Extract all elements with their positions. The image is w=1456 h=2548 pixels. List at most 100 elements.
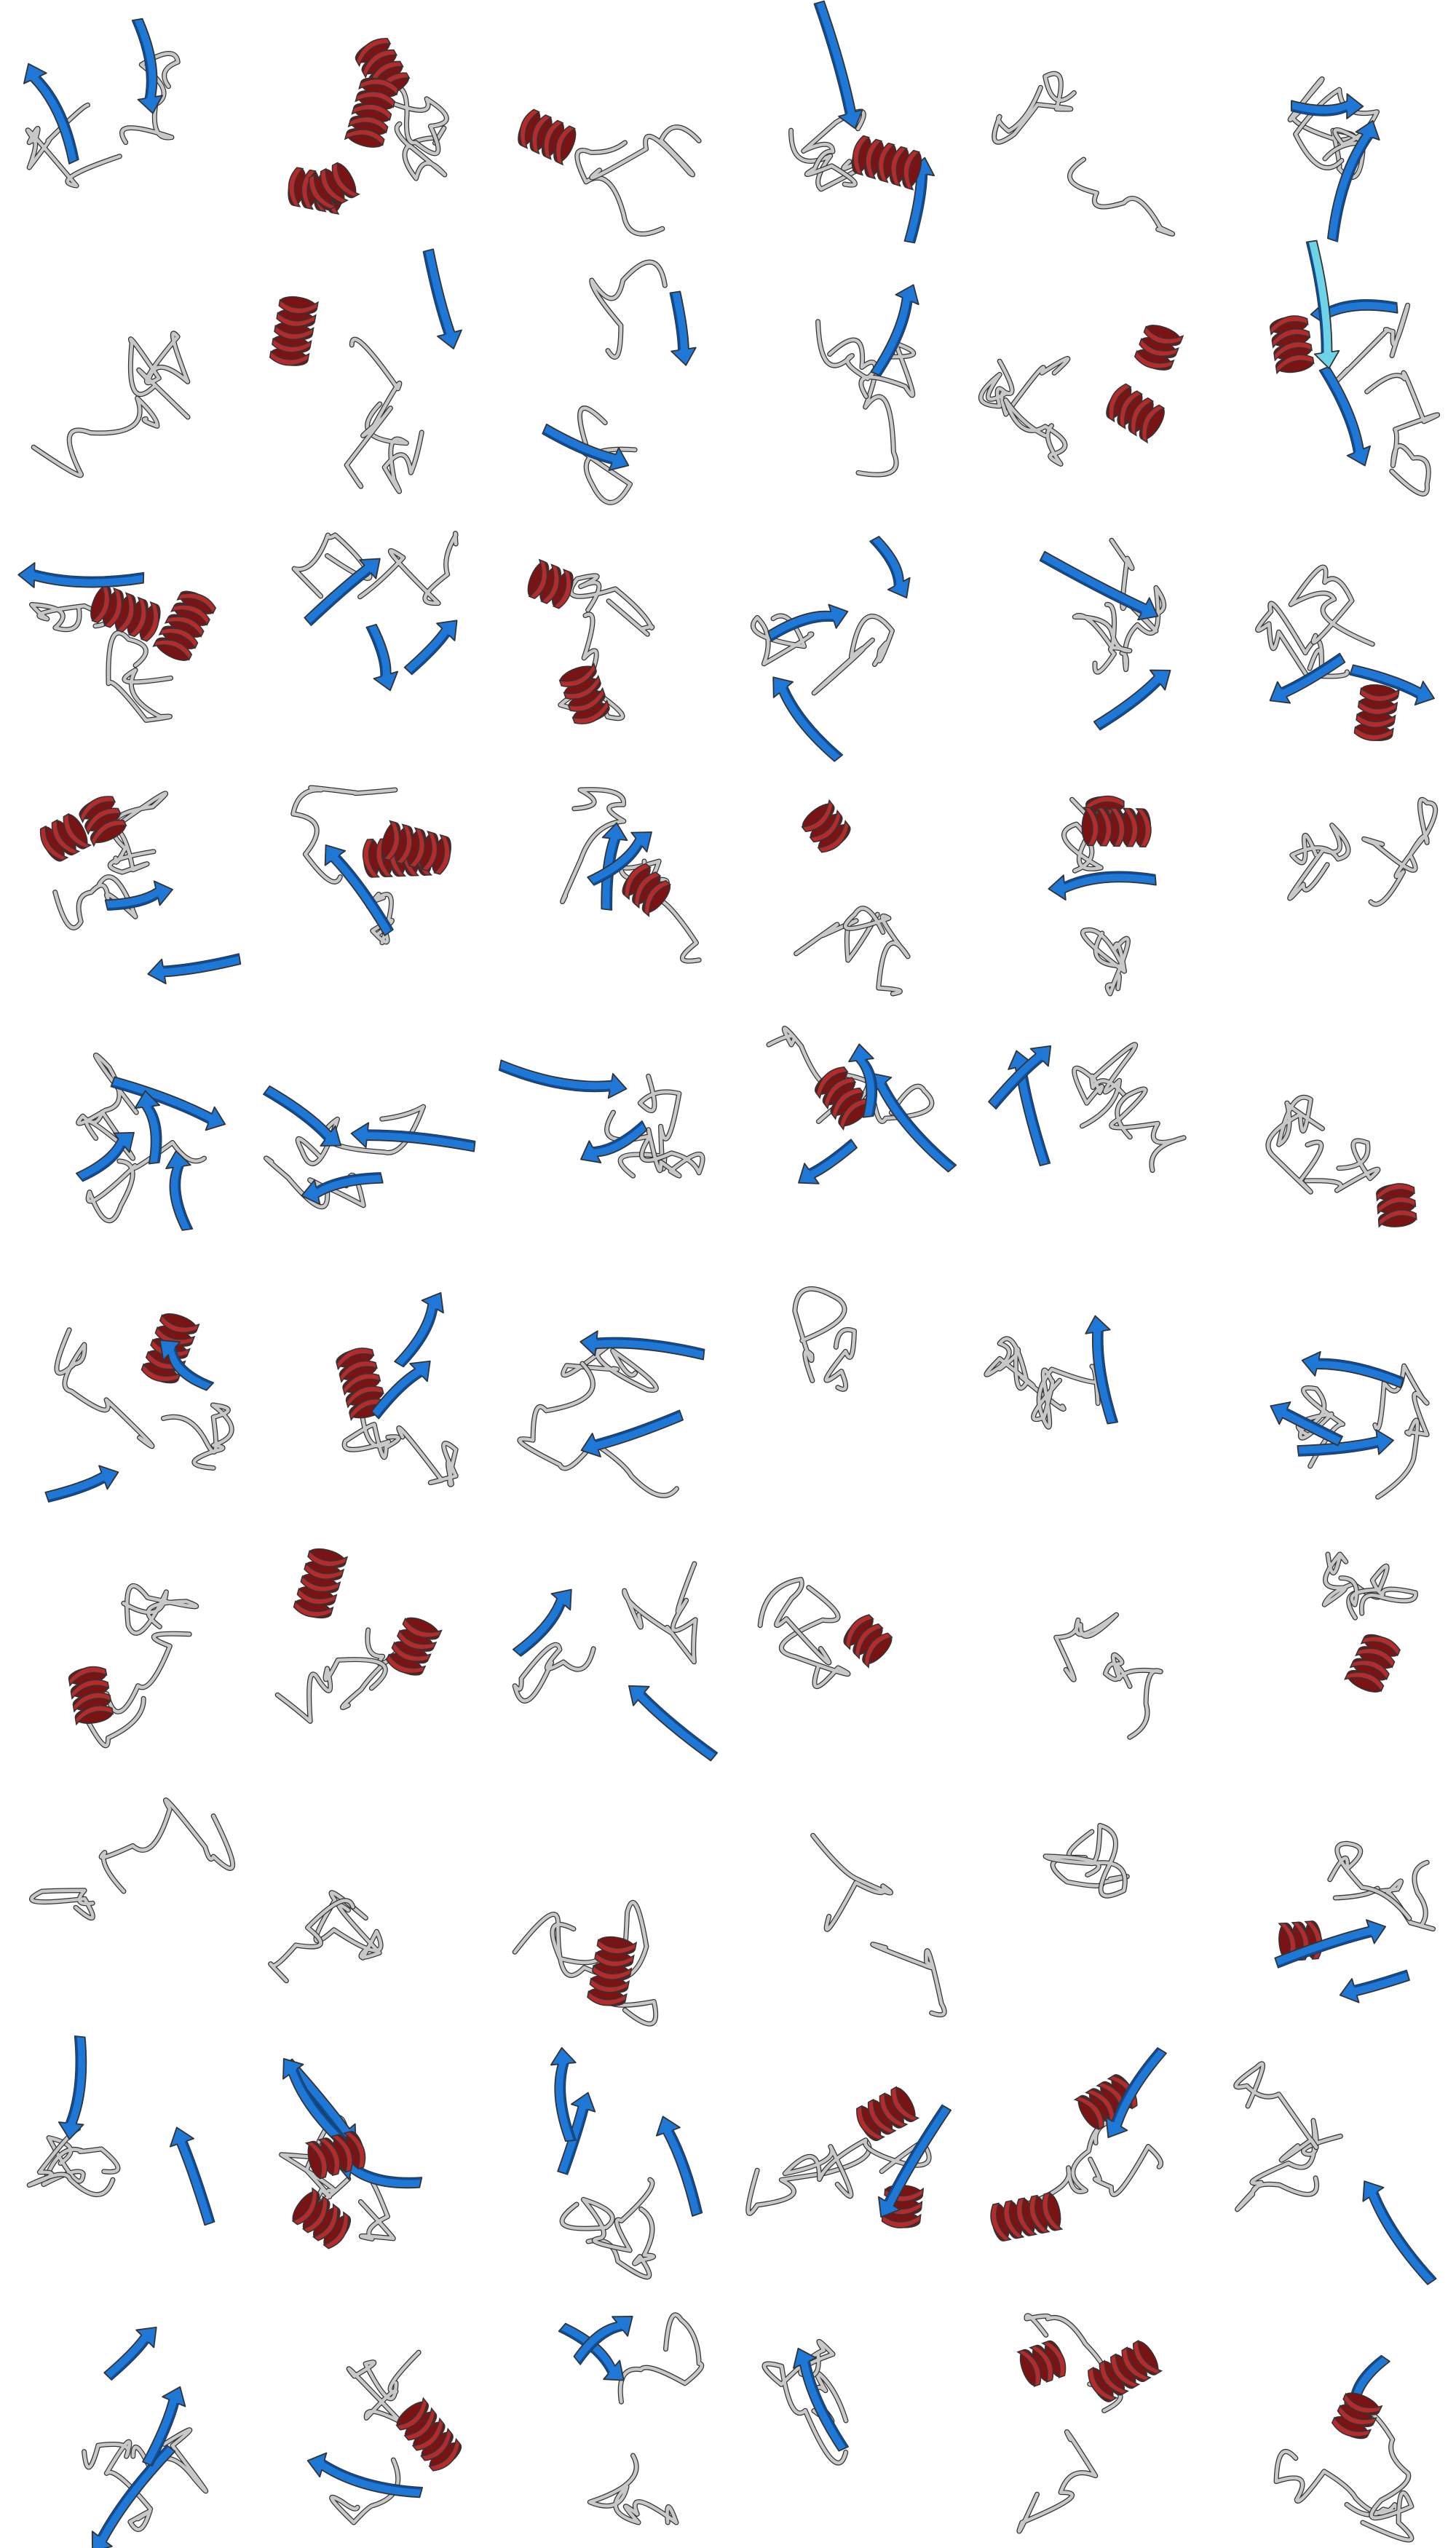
coil-102: [1073, 603, 1132, 674]
coil-outline-102: [274, 1657, 389, 1724]
strand-1: [91, 2444, 176, 2548]
strand-0: [1269, 652, 1345, 704]
protein-cartoon-17: [1040, 537, 1171, 731]
protein-cartoon-24: [1286, 796, 1438, 907]
strand-1: [307, 2452, 424, 2498]
protein-cartoon-52: [745, 2086, 952, 2228]
strand-3: [848, 1043, 878, 1118]
helix-3: [79, 796, 127, 847]
coil-0: [1104, 1653, 1163, 1739]
protein-structure-11: [970, 255, 1213, 510]
strand-1: [169, 2126, 215, 2226]
coil-101: [816, 320, 915, 398]
coil-100: [1362, 798, 1437, 906]
protein-structure-2: [242, 0, 485, 255]
protein-structure-30: [1214, 1019, 1456, 1274]
strand-2: [17, 562, 145, 588]
helix-4: [305, 2131, 366, 2180]
protein-structure-1: [0, 0, 242, 255]
helix-1: [1134, 325, 1184, 371]
helix-0: [1343, 1634, 1401, 1693]
helix-3: [1269, 315, 1315, 375]
strand-0: [655, 2116, 703, 2217]
protein-cartoon-58: [761, 2338, 849, 2466]
strand-2: [1270, 1401, 1343, 1447]
coil-104: [53, 875, 138, 930]
coil-103: [783, 2138, 931, 2198]
protein-structure-22: [728, 764, 970, 1019]
protein-cartoon-16: [751, 536, 911, 762]
coil-103: [131, 2428, 207, 2493]
protein-cartoon-51: [550, 2047, 703, 2280]
protein-cartoon-34: [792, 1286, 857, 1392]
protein-structure-46: [728, 1784, 970, 2038]
helix-1: [527, 558, 574, 609]
coil-outline-0: [1103, 1652, 1164, 1740]
protein-structure-21: [486, 764, 728, 1019]
coil-104: [381, 85, 448, 156]
protein-cartoon-38: [274, 1548, 443, 1724]
coil-103: [30, 603, 108, 632]
strand-0: [147, 953, 242, 985]
protein-cartoon-10: [815, 284, 919, 478]
protein-structure-37: [0, 1529, 242, 1784]
strand-0: [870, 284, 919, 377]
coil-3: [343, 1406, 401, 1459]
coil-4: [108, 791, 167, 874]
coil-2: [41, 2136, 120, 2186]
strand-1: [23, 63, 79, 165]
protein-cartoon-59: [1016, 2313, 1163, 2534]
protein-cartoon-25: [75, 1053, 226, 1231]
strand-2: [404, 620, 458, 676]
protein-cartoon-32: [336, 1291, 459, 1487]
helix-0: [815, 1067, 872, 1131]
protein-structure-38: [242, 1529, 485, 1784]
coil-102: [590, 260, 667, 359]
protein-cartoon-42: [1321, 1551, 1418, 1693]
coil-3: [1088, 2145, 1163, 2196]
strand-2: [301, 1172, 384, 1206]
coil-103: [293, 533, 372, 598]
strand-1: [1274, 1919, 1386, 1969]
coil-103: [1296, 1386, 1345, 1468]
protein-cartoon-53: [990, 2047, 1168, 2242]
protein-structure-10: [728, 255, 970, 510]
protein-structure-17: [970, 510, 1213, 764]
protein-structure-27: [486, 1019, 728, 1274]
coil-102: [120, 52, 180, 144]
coil-4: [1365, 371, 1439, 496]
strand-2: [1339, 1969, 1410, 2003]
coil-102: [1109, 1087, 1186, 1172]
helix-0: [586, 1936, 637, 2006]
coil-2: [513, 1643, 596, 1703]
strand-0: [669, 290, 697, 366]
protein-cartoon-2: [288, 38, 450, 215]
strand-0: [580, 1409, 684, 1457]
helix-1: [293, 1548, 349, 1619]
strand-2: [550, 2047, 577, 2143]
strand-0: [1362, 2180, 1437, 2285]
protein-structure-45: [486, 1784, 728, 2038]
helix-0: [90, 582, 161, 642]
protein-cartoon-5: [992, 71, 1176, 237]
protein-structure-53: [970, 2038, 1213, 2293]
strand-0: [512, 1588, 572, 1657]
helix-0: [269, 296, 320, 366]
coil-100: [1068, 157, 1175, 236]
strand-0: [58, 2035, 87, 2140]
helix-1: [1081, 807, 1152, 847]
protein-cartoon-50: [279, 2058, 423, 2250]
helix-2: [39, 812, 92, 862]
protein-cartoon-54: [1233, 2061, 1437, 2285]
strand-0: [1085, 1315, 1119, 1425]
coil-2: [979, 357, 1070, 416]
protein-cartoon-22: [794, 799, 911, 997]
coil-outline-1: [574, 140, 665, 237]
protein-cartoon-45: [512, 1900, 658, 2027]
coil-3: [746, 2138, 871, 2215]
helix-1: [152, 590, 217, 661]
protein-structure-47: [970, 1784, 1213, 2038]
coil-2: [561, 1342, 658, 1392]
strand-1: [1105, 2047, 1168, 2138]
coil-100: [793, 1287, 847, 1382]
